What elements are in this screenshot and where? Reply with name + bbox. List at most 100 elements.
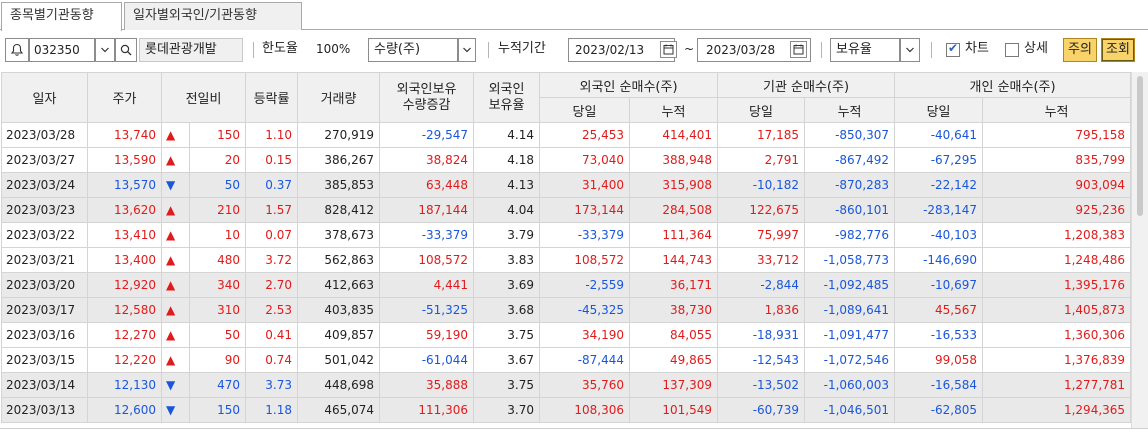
calendar-icon[interactable] [790,41,807,58]
toolbar: 032350 롯데관광개발 한도율 100% 수량(주) 누적기간 2023/0… [0,33,1148,67]
holding-select[interactable]: 보유율 [830,38,900,62]
cell-institution-daily: -60,739 [717,397,806,423]
cell-volume: 270,919 [297,122,381,148]
cell-institution-daily: -10,182 [717,172,806,198]
header-institution-cumulative[interactable]: 누적 [804,97,896,123]
cell-institution-daily: 75,997 [717,222,806,248]
cell-foreign-cumulative: 137,309 [629,372,719,398]
stock-code-input[interactable]: 032350 [29,38,95,62]
cell-foreign-ratio: 3.75 [473,372,541,398]
header-individual-daily[interactable]: 당일 [894,97,984,123]
search-icon[interactable] [115,38,137,62]
trend-table: 일자 주가 전일비 등락률 거래량 외국인보유 수량증감 외국인 보유율 외국인… [1,72,1132,423]
cell-institution-cumulative: -1,091,477 [804,322,896,348]
chart-checkbox[interactable] [946,41,960,57]
cell-foreign-change: 35,888 [379,372,475,398]
header-foreign-net[interactable]: 외국인 순매수(주) [539,72,719,98]
chevron-down-icon[interactable] [95,38,115,62]
header-foreign-daily[interactable]: 당일 [539,97,631,123]
toolbar-divider [488,42,489,58]
cell-direction: ▼ [161,372,190,398]
header-date[interactable]: 일자 [1,72,88,123]
cell-foreign-cumulative: 36,171 [629,272,719,298]
cell-rate: 0.07 [245,222,299,248]
cell-price: 12,220 [87,347,162,373]
table-row[interactable]: 2023/03/28 13,740 ▲ 150 1.10 270,919 -29,547 4.… [1,122,1132,148]
cell-institution-daily: -2,844 [717,272,806,298]
tab-daily-foreign-institution-trend[interactable]: 일자별외국인/기관동향 [124,2,302,30]
toolbar-divider [931,42,932,58]
header-price[interactable]: 주가 [87,72,162,123]
cell-individual-cumulative: 903,094 [982,172,1132,198]
header-individual-net[interactable]: 개인 순매수(주) [894,72,1132,98]
calendar-icon[interactable] [660,41,677,58]
cell-institution-daily: 2,791 [717,147,806,173]
table-row[interactable]: 2023/03/14 12,130 ▼ 470 3.73 448,698 35,888 3.7… [1,372,1132,398]
cell-date: 2023/03/17 [1,297,88,323]
table-row[interactable]: 2023/03/24 13,570 ▼ 50 0.37 385,853 63,448 4.13… [1,172,1132,198]
cell-foreign-change: -61,044 [379,347,475,373]
cell-institution-cumulative: -982,776 [804,222,896,248]
tab-bar: 종목별기관동향 일자별외국인/기관동향 [0,0,1148,31]
tab-stock-institution-trend[interactable]: 종목별기관동향 [1,2,122,31]
cell-institution-cumulative: -1,089,641 [804,297,896,323]
cell-individual-cumulative: 1,405,873 [982,297,1132,323]
cell-foreign-ratio: 3.68 [473,297,541,323]
cell-institution-daily: 1,836 [717,297,806,323]
cell-foreign-daily: 25,453 [539,122,631,148]
cell-individual-cumulative: 1,376,839 [982,347,1132,373]
table-row[interactable]: 2023/03/15 12,220 ▲ 90 0.74 501,042 -61,044 3.6… [1,347,1132,373]
query-button[interactable]: 조회 [1101,38,1135,62]
date-from-input[interactable]: 2023/02/13 [568,38,675,62]
header-volume[interactable]: 거래량 [297,72,381,123]
table-row[interactable]: 2023/03/16 12,270 ▲ 50 0.41 409,857 59,190 3.75… [1,322,1132,348]
cell-direction: ▲ [161,197,190,223]
cell-rate: 3.72 [245,247,299,273]
cell-direction: ▲ [161,147,190,173]
scrollbar-thumb[interactable] [1137,76,1143,216]
stock-name-display: 롯데관광개발 [139,38,243,62]
cell-volume: 409,857 [297,322,381,348]
unit-select[interactable]: 수량(주) [368,38,458,62]
week-button[interactable]: 주의 [1063,38,1097,62]
cell-date: 2023/03/21 [1,247,88,273]
cell-volume: 378,673 [297,222,381,248]
detail-checkbox[interactable] [1005,43,1019,57]
cell-rate: 1.57 [245,197,299,223]
header-institution-net[interactable]: 기관 순매수(주) [717,72,896,98]
cell-date: 2023/03/16 [1,322,88,348]
chevron-down-icon[interactable] [458,38,476,62]
header-foreign-change[interactable]: 외국인보유 수량증감 [379,72,475,123]
triangle-up-icon: ▲ [166,353,176,367]
bell-icon[interactable] [5,38,29,62]
cell-institution-daily: -18,931 [717,322,806,348]
header-change[interactable]: 전일비 [160,72,247,123]
cell-change: 50 [188,172,247,198]
cell-direction: ▲ [161,222,190,248]
table-row[interactable]: 2023/03/13 12,600 ▼ 150 1.18 465,074 111,306 3.… [1,397,1132,423]
table-row[interactable]: 2023/03/27 13,590 ▲ 20 0.15 386,267 38,824 4.18… [1,147,1132,173]
header-foreign-cumulative[interactable]: 누적 [629,97,719,123]
cell-foreign-ratio: 4.18 [473,147,541,173]
table-row[interactable]: 2023/03/20 12,920 ▲ 340 2.70 412,663 4,441 3.69… [1,272,1132,298]
cell-change: 480 [188,247,247,273]
cell-foreign-cumulative: 315,908 [629,172,719,198]
header-institution-daily[interactable]: 당일 [717,97,806,123]
limit-rate-label: 한도율 [262,41,298,56]
cell-foreign-daily: 31,400 [539,172,631,198]
cell-volume: 385,853 [297,172,381,198]
table-row[interactable]: 2023/03/22 13,410 ▲ 10 0.07 378,673 -33,379 3.7… [1,222,1132,248]
cell-foreign-cumulative: 111,364 [629,222,719,248]
cell-date: 2023/03/13 [1,397,88,423]
table-row[interactable]: 2023/03/23 13,620 ▲ 210 1.57 828,412 187,144 4.… [1,197,1132,223]
header-rate[interactable]: 등락률 [245,72,299,123]
cell-volume: 448,698 [297,372,381,398]
chevron-down-icon[interactable] [900,38,920,62]
vertical-scrollbar[interactable] [1131,72,1148,428]
table-row[interactable]: 2023/03/21 13,400 ▲ 480 3.72 562,863 108,572 3.… [1,247,1132,273]
cell-volume: 412,663 [297,272,381,298]
header-foreign-ratio[interactable]: 외국인 보유율 [473,72,541,123]
table-row[interactable]: 2023/03/17 12,580 ▲ 310 2.53 403,835 -51,325 3.… [1,297,1132,323]
header-individual-cumulative[interactable]: 누적 [982,97,1132,123]
cell-institution-cumulative: -867,492 [804,147,896,173]
